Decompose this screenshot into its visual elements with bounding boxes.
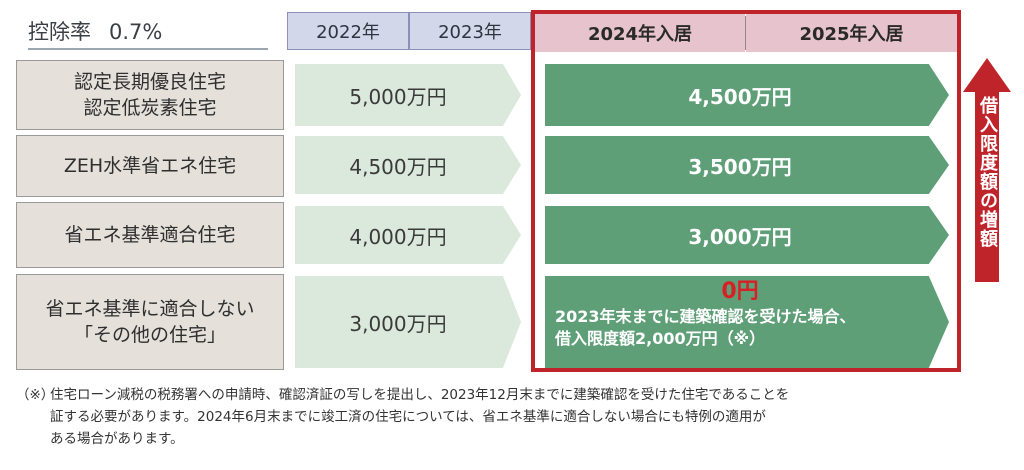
deduction-rate-value: 0.7% (109, 20, 163, 44)
old-limit-value: 4,500万円 (349, 154, 447, 179)
footnote-line: 証する必要があります。2024年6月末までに竣工済の住宅については、省エネ基準に… (50, 409, 766, 425)
old-limit-arrow (295, 136, 521, 194)
old-limit-arrow (295, 276, 521, 368)
footnote-mark: （※） (16, 387, 55, 403)
new-limit-arrow (545, 136, 949, 194)
year-header-2022: 2022年 (287, 12, 409, 50)
deduction-rate-label: 控除率 (28, 20, 91, 44)
new-limit-arrow (545, 276, 949, 368)
old-limit-value: 5,000万円 (349, 84, 447, 109)
zero-limit-value: 0円 (721, 279, 759, 304)
row-label-line: 省エネ基準に適合しない (45, 298, 255, 320)
header-divider (745, 16, 746, 50)
residence-header-2025: 2025年入居 (746, 14, 957, 52)
old-limit-arrow (295, 64, 521, 126)
old-limit-arrow (295, 206, 521, 264)
residence-header-2024: 2024年入居 (535, 14, 745, 52)
old-limit-value: 3,000万円 (349, 311, 447, 336)
new-limit-arrow (545, 206, 949, 264)
row-label-line: ZEH水準省エネ住宅 (63, 155, 237, 177)
up-arrow-shaft (975, 92, 999, 282)
footnote: （※） 住宅ローン減税の税務署への申請時、確認済証の写しを提出し、2023年12… (16, 384, 1006, 450)
deduction-rate: 控除率 0.7% (28, 14, 268, 50)
zero-limit-note-line: 借入限度額2,000万円（※） (555, 329, 766, 348)
row-label-line: 省エネ基準適合住宅 (64, 224, 236, 246)
old-limit-value: 4,000万円 (349, 224, 447, 249)
row-label-energy-standard: 省エネ基準適合住宅 (16, 202, 284, 268)
row-label-line: 認定長期優良住宅 (73, 71, 226, 93)
footnote-line: ある場合があります。 (50, 431, 184, 447)
row-label-line: 認定低炭素住宅 (83, 97, 217, 119)
footnote-line: 住宅ローン減税の税務署への申請時、確認済証の写しを提出し、2023年12月末まで… (50, 387, 790, 403)
row-label-long-term-low-carbon: 認定長期優良住宅 認定低炭素住宅 (16, 60, 284, 130)
new-limit-value: 3,000万円 (688, 224, 792, 249)
new-limit-arrow (545, 64, 949, 126)
up-arrow-icon (963, 58, 1011, 92)
residence-highlight-frame (531, 10, 961, 372)
year-header-2023: 2023年 (409, 12, 531, 50)
row-label-line: 「その他の住宅」 (73, 324, 226, 346)
new-limit-zero-box: 0円 2023年末までに建築確認を受けた場合、 借入限度額2,000万円（※） (545, 278, 935, 368)
zero-limit-note-line: 2023年末までに建築確認を受けた場合、 (555, 307, 856, 326)
row-label-zeh: ZEH水準省エネ住宅 (16, 135, 284, 197)
new-limit-value: 4,500万円 (688, 84, 792, 109)
increase-label: 借入限度額の増額 (977, 96, 998, 248)
new-limit-value: 3,500万円 (688, 154, 792, 179)
row-label-other-housing: 省エネ基準に適合しない 「その他の住宅」 (16, 274, 284, 370)
